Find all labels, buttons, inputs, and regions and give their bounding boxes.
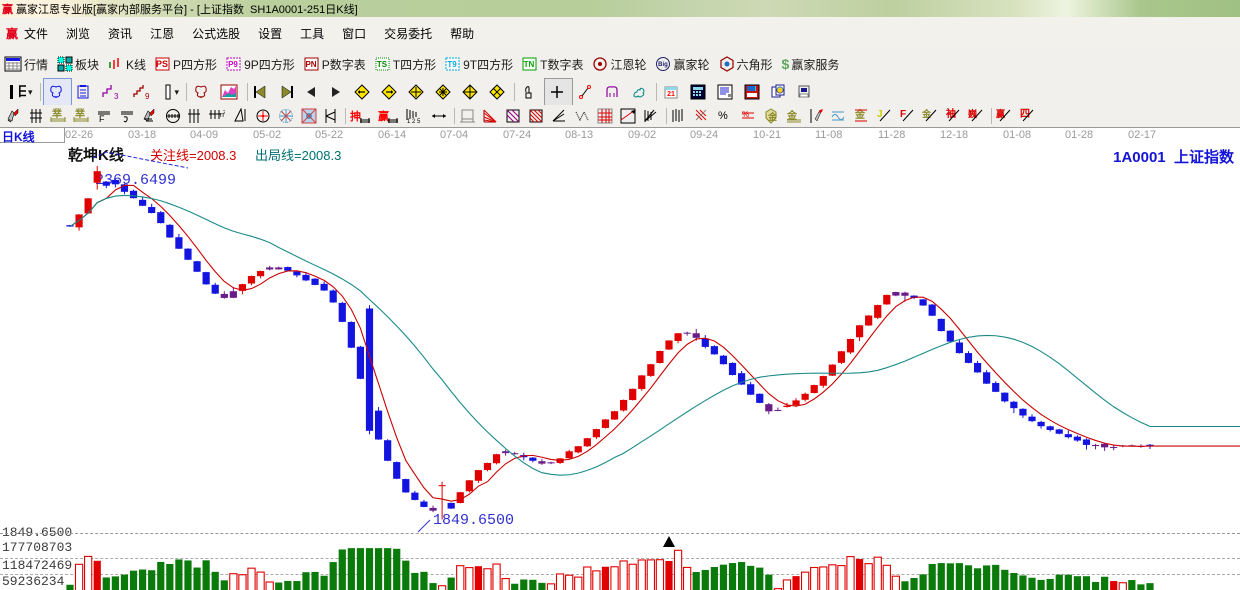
- svg-text:PN: PN: [305, 60, 316, 69]
- svg-text:1 2 5: 1 2 5: [407, 119, 421, 124]
- svg-text:2: 2: [223, 110, 225, 116]
- svg-text:PS: PS: [156, 59, 168, 69]
- svg-text:TN: TN: [524, 60, 535, 69]
- svg-text:F: F: [99, 114, 105, 124]
- svg-text:日: 日: [17, 84, 26, 99]
- svg-text:P9: P9: [228, 60, 238, 69]
- svg-text:金: 金: [922, 108, 932, 119]
- svg-text:TS: TS: [377, 60, 388, 69]
- svg-text:9: 9: [145, 92, 150, 100]
- svg-text:丵: 丵: [52, 108, 62, 120]
- svg-text:丵: 丵: [75, 108, 85, 120]
- svg-text:21: 21: [667, 91, 675, 98]
- svg-text:%: %: [718, 110, 728, 122]
- svg-text:Big: Big: [659, 62, 669, 68]
- svg-text:金: 金: [767, 111, 778, 122]
- svg-text:J: J: [877, 109, 883, 120]
- svg-text:袖: 袖: [945, 108, 956, 120]
- svg-text:3: 3: [114, 92, 119, 100]
- svg-text:T9: T9: [447, 60, 457, 69]
- svg-text:%: %: [742, 110, 749, 119]
